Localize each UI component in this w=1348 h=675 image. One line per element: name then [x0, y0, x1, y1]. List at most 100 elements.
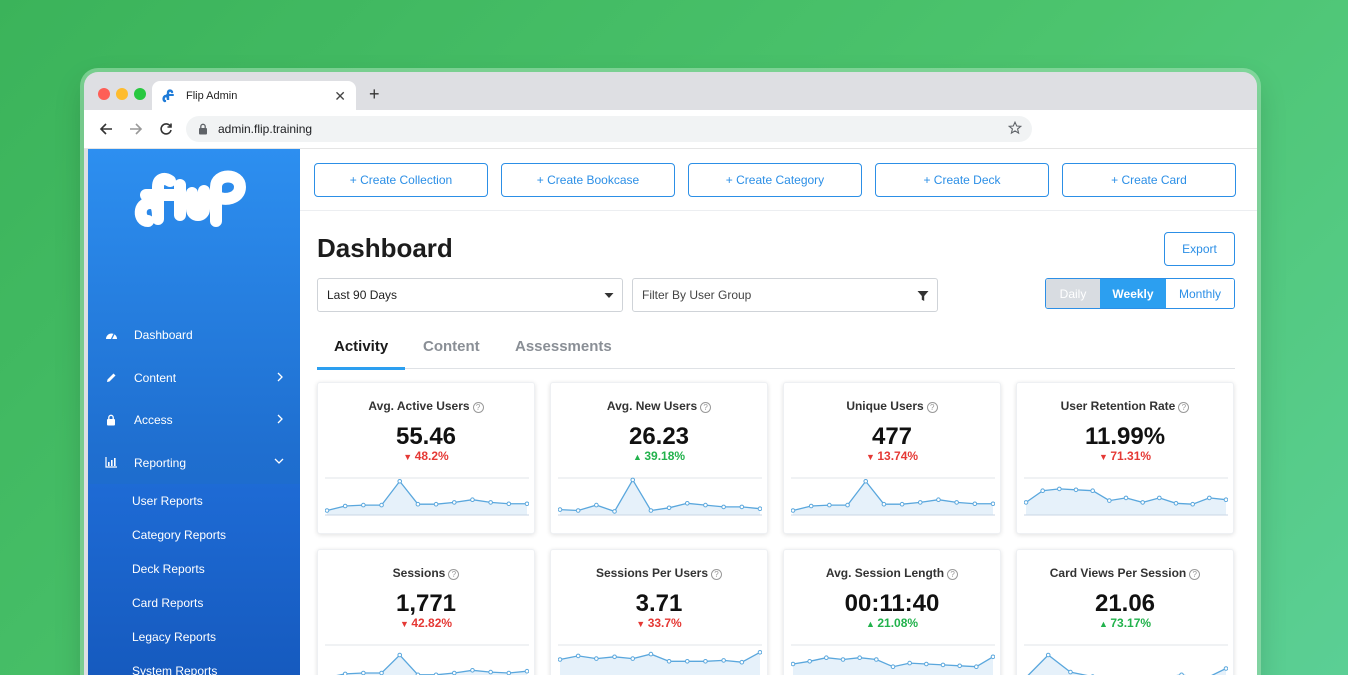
sparkline-point[interactable]: [936, 497, 941, 503]
sparkline-point[interactable]: [684, 659, 690, 664]
reload-icon[interactable]: [154, 117, 178, 141]
sparkline-point[interactable]: [1090, 488, 1095, 493]
sparkline-point[interactable]: [721, 658, 726, 663]
sparkline-point[interactable]: [648, 651, 654, 657]
sparkline-point[interactable]: [325, 508, 330, 513]
address-bar[interactable]: admin.flip.training: [186, 116, 1032, 142]
new-tab-icon[interactable]: +: [369, 84, 380, 104]
sparkline-point[interactable]: [506, 670, 512, 675]
sparkline-point[interactable]: [808, 503, 814, 509]
sparkline-point[interactable]: [917, 500, 923, 505]
sparkline-point[interactable]: [397, 478, 403, 484]
sparkline-point[interactable]: [1173, 501, 1179, 506]
sparkline-point[interactable]: [575, 508, 581, 513]
sparkline-point[interactable]: [1045, 652, 1051, 658]
sparkline-point[interactable]: [361, 502, 366, 508]
help-icon[interactable]: ?: [711, 569, 723, 580]
date-range-select[interactable]: Last 90 Days: [317, 278, 623, 312]
sparkline-point[interactable]: [899, 501, 905, 507]
sparkline-point[interactable]: [974, 664, 979, 670]
sparkline-point[interactable]: [594, 656, 599, 661]
sparkline-point[interactable]: [757, 650, 762, 655]
sparkline-point[interactable]: [451, 500, 457, 505]
sparkline-point[interactable]: [506, 501, 512, 507]
sparkline-point[interactable]: [630, 656, 636, 661]
sparkline-point[interactable]: [881, 501, 887, 507]
sparkline-point[interactable]: [907, 660, 912, 666]
sparkline-point[interactable]: [757, 506, 762, 511]
sidebar-subitem-legacy-reports[interactable]: Legacy Reports: [132, 630, 217, 644]
tab-content[interactable]: Content: [423, 338, 480, 355]
sparkline-point[interactable]: [594, 502, 599, 508]
sparkline-point[interactable]: [1140, 500, 1145, 505]
sidebar-subitem-card-reports[interactable]: Card Reports: [132, 596, 204, 610]
sparkline-point[interactable]: [845, 502, 850, 508]
sparkline-point[interactable]: [470, 668, 475, 673]
sparkline-point[interactable]: [470, 497, 475, 503]
sidebar-item-reporting[interactable]: Reporting: [88, 442, 300, 485]
sparkline-point[interactable]: [488, 500, 493, 505]
period-monthly-button[interactable]: Monthly: [1166, 279, 1234, 308]
period-weekly-button[interactable]: Weekly: [1100, 279, 1166, 308]
sparkline-point[interactable]: [488, 669, 493, 675]
create-deck-button[interactable]: + Create Deck: [875, 163, 1049, 197]
help-icon[interactable]: ?: [1189, 569, 1201, 580]
sparkline-point[interactable]: [1068, 669, 1073, 675]
minimize-window-button[interactable]: [116, 88, 128, 100]
sparkline-point[interactable]: [342, 503, 348, 509]
period-daily-button[interactable]: Daily: [1046, 279, 1100, 308]
help-icon[interactable]: ?: [947, 569, 959, 580]
sparkline-point[interactable]: [1123, 495, 1129, 501]
sparkline-point[interactable]: [703, 502, 708, 508]
sparkline-point[interactable]: [558, 657, 563, 662]
sparkline-point[interactable]: [630, 477, 636, 483]
sparkline-point[interactable]: [827, 502, 832, 508]
sparkline-point[interactable]: [1223, 497, 1228, 502]
maximize-window-button[interactable]: [134, 88, 146, 100]
sparkline-point[interactable]: [524, 668, 529, 674]
sparkline-point[interactable]: [379, 502, 384, 508]
tab-assessments[interactable]: Assessments: [515, 338, 612, 355]
sparkline-point[interactable]: [721, 504, 726, 510]
sidebar-subitem-category-reports[interactable]: Category Reports: [132, 528, 227, 542]
sparkline-point[interactable]: [1057, 486, 1062, 492]
user-group-filter[interactable]: Filter By User Group: [632, 278, 938, 312]
sparkline-point[interactable]: [666, 505, 672, 511]
sparkline-point[interactable]: [703, 659, 708, 664]
create-collection-button[interactable]: + Create Collection: [314, 163, 488, 197]
sparkline-point[interactable]: [990, 654, 995, 660]
sparkline-point[interactable]: [990, 501, 995, 507]
sparkline-point[interactable]: [612, 654, 617, 660]
sparkline-point[interactable]: [857, 655, 862, 660]
sidebar-subitem-user-reports[interactable]: User Reports: [132, 494, 203, 508]
sparkline-point[interactable]: [1207, 495, 1212, 501]
browser-tab[interactable]: Flip Admin ✕: [152, 81, 356, 111]
sparkline-point[interactable]: [379, 670, 384, 675]
help-icon[interactable]: ?: [1178, 402, 1190, 413]
sidebar-item-access[interactable]: Access: [88, 399, 300, 442]
create-bookcase-button[interactable]: + Create Bookcase: [501, 163, 675, 197]
sparkline-point[interactable]: [957, 663, 962, 669]
sparkline-point[interactable]: [451, 670, 457, 675]
sparkline-point[interactable]: [524, 501, 529, 507]
sparkline-point[interactable]: [433, 501, 439, 507]
sidebar-item-dashboard[interactable]: Dashboard: [88, 314, 300, 357]
sparkline-point[interactable]: [874, 657, 879, 662]
sparkline-point[interactable]: [791, 661, 796, 667]
sparkline-point[interactable]: [791, 508, 796, 513]
tab-close-icon[interactable]: ✕: [334, 88, 346, 104]
sparkline-point[interactable]: [924, 661, 929, 667]
sparkline-point[interactable]: [612, 509, 617, 514]
close-window-button[interactable]: [98, 88, 110, 100]
sparkline-point[interactable]: [739, 504, 745, 510]
sparkline-point[interactable]: [1024, 500, 1029, 505]
sparkline-point[interactable]: [1223, 666, 1228, 671]
sparkline-point[interactable]: [840, 657, 846, 662]
help-icon[interactable]: ?: [448, 569, 460, 580]
sidebar-subitem-deck-reports[interactable]: Deck Reports: [132, 562, 205, 576]
sparkline-point[interactable]: [863, 478, 869, 484]
tab-activity[interactable]: Activity: [334, 338, 389, 355]
sparkline-point[interactable]: [824, 655, 829, 660]
sparkline-point[interactable]: [684, 501, 690, 506]
back-arrow-icon[interactable]: [94, 117, 118, 141]
